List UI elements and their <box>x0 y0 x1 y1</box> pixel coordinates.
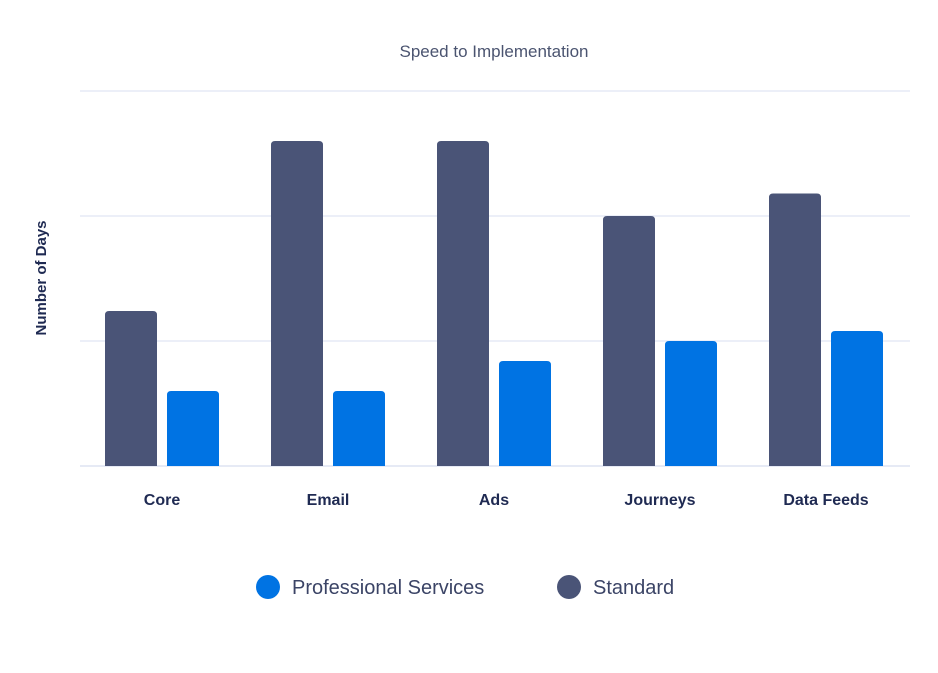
bar-standard-ads <box>437 141 489 466</box>
legend: Professional Services Standard <box>256 575 674 599</box>
bar-standard-email <box>271 141 323 466</box>
legend-swatch <box>557 575 581 599</box>
x-tick-label: Email <box>307 492 350 509</box>
bar-professional-services-ads <box>499 361 551 466</box>
bar-professional-services-data-feeds <box>831 331 883 466</box>
legend-swatch <box>256 575 280 599</box>
x-tick-label: Ads <box>479 492 509 509</box>
y-axis-label: Number of Days <box>33 220 50 335</box>
x-tick-labels: Core Email Ads Journeys Data Feeds <box>144 492 869 509</box>
bar-standard-core <box>105 311 157 466</box>
x-tick-label: Journeys <box>624 492 695 509</box>
chart-title: Speed to Implementation <box>399 42 588 61</box>
bar-professional-services-core <box>167 391 219 466</box>
bar-professional-services-journeys <box>665 341 717 466</box>
legend-label: Standard <box>593 577 674 599</box>
bar-standard-journeys <box>603 216 655 466</box>
legend-label: Professional Services <box>292 577 484 599</box>
bar-standard-data-feeds <box>769 193 821 466</box>
x-tick-label: Core <box>144 492 181 509</box>
bar-professional-services-email <box>333 391 385 466</box>
bars <box>105 141 883 466</box>
x-tick-label: Data Feeds <box>783 492 868 509</box>
